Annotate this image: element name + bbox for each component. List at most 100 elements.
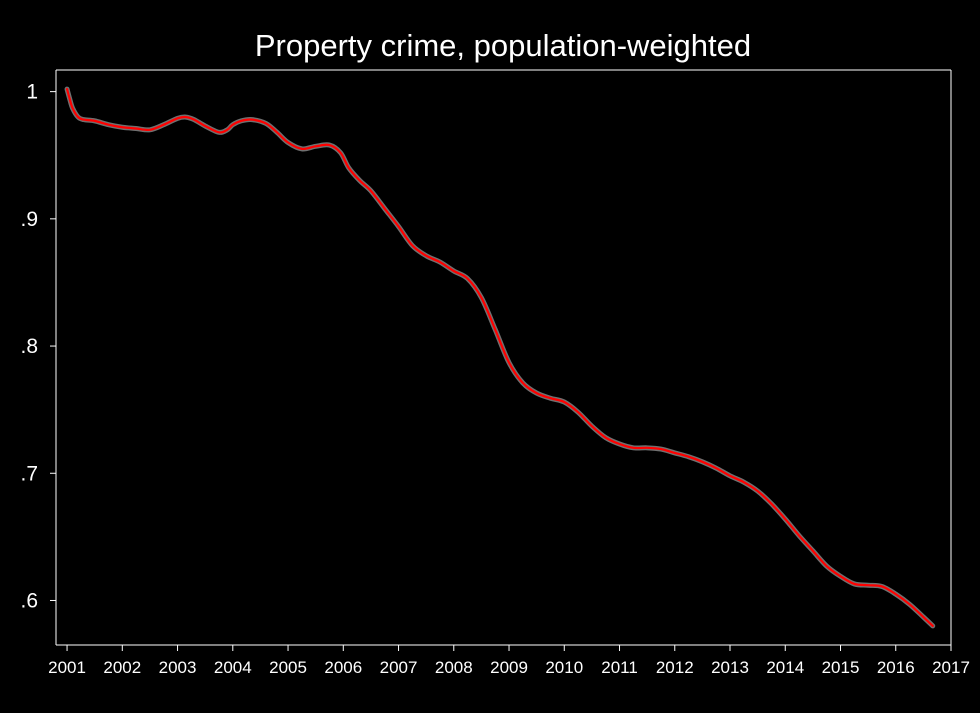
data-point: [240, 120, 242, 122]
data-point: [122, 126, 124, 128]
data-point: [108, 124, 110, 126]
data-point: [619, 443, 621, 445]
x-tick-label: 2009: [490, 658, 528, 677]
data-point: [522, 382, 524, 384]
x-tick-label: 2011: [601, 658, 638, 677]
data-point: [425, 255, 427, 257]
data-point: [83, 119, 85, 121]
data-point: [633, 447, 635, 449]
data-point: [251, 119, 253, 121]
x-tick-label: 2002: [103, 658, 141, 677]
data-point: [536, 392, 538, 394]
data-point: [359, 180, 361, 182]
data-point: [398, 226, 400, 228]
x-tick-label: 2014: [766, 658, 804, 677]
data-point: [508, 362, 510, 364]
data-point: [702, 461, 704, 463]
x-tick-label: 2003: [159, 658, 197, 677]
data-point: [348, 167, 350, 169]
data-point: [315, 146, 317, 148]
data-point: [467, 278, 469, 280]
data-point: [218, 132, 220, 134]
data-point: [69, 98, 71, 100]
data-point: [265, 123, 267, 125]
data-point: [771, 503, 773, 505]
data-point: [77, 116, 79, 118]
data-point: [660, 448, 662, 450]
data-point: [94, 120, 96, 122]
data-point: [384, 208, 386, 210]
data-point: [881, 586, 883, 588]
data-point: [563, 401, 565, 403]
data-point: [481, 297, 483, 299]
data-point: [591, 425, 593, 427]
data-point: [453, 270, 455, 272]
x-tick-label: 2007: [380, 658, 418, 677]
data-point: [204, 125, 206, 127]
x-tick-label: 2010: [545, 658, 583, 677]
x-tick-label: 2004: [214, 658, 252, 677]
data-point: [895, 593, 897, 595]
x-tick-label: 2015: [822, 658, 860, 677]
data-point: [729, 475, 731, 477]
data-point: [185, 116, 187, 118]
chart-title: Property crime, population-weighted: [255, 28, 751, 63]
data-point: [812, 550, 814, 552]
y-tick-label: .8: [20, 335, 38, 358]
data-point: [550, 397, 552, 399]
data-point: [287, 142, 289, 144]
data-point: [276, 132, 278, 134]
series-line: [65, 87, 934, 628]
data-point: [923, 616, 925, 618]
data-point: [135, 128, 137, 130]
data-point: [177, 118, 179, 120]
y-tick-label: .6: [20, 589, 38, 612]
data-point: [66, 88, 68, 90]
y-tick-label: 1: [26, 81, 38, 104]
x-tick-label: 2013: [711, 658, 749, 677]
data-point: [674, 452, 676, 454]
y-ticks: .6 .7 .8 .9 1: [20, 81, 56, 612]
data-point: [784, 518, 786, 520]
data-point: [909, 603, 911, 605]
data-point: [854, 583, 856, 585]
data-point: [193, 119, 195, 121]
data-point: [149, 129, 151, 131]
x-tick-label: 2005: [269, 658, 307, 677]
x-tick-label: 2001: [48, 658, 86, 677]
data-point: [743, 481, 745, 483]
series-layer: [64, 86, 936, 629]
data-point: [232, 124, 234, 126]
x-ticks: 2001 2002 2003 2004 2005 2006 2007 2008 2009 2010…: [48, 645, 970, 677]
axes: [55, 69, 952, 646]
data-point: [757, 490, 759, 492]
data-point: [439, 261, 441, 263]
data-point: [163, 124, 165, 126]
x-tick-label: 2012: [656, 658, 694, 677]
y-tick-label: .7: [20, 462, 38, 485]
x-tick-label: 2016: [877, 658, 915, 677]
data-point: [688, 456, 690, 458]
data-point: [715, 467, 717, 469]
data-point: [494, 329, 496, 331]
data-point: [370, 190, 372, 192]
data-point: [646, 447, 648, 449]
data-point: [577, 411, 579, 413]
data-point: [932, 625, 934, 627]
data-point: [301, 148, 303, 150]
data-point: [226, 129, 228, 131]
x-tick-label: 2008: [435, 658, 473, 677]
data-point: [329, 144, 331, 146]
data-point: [826, 565, 828, 567]
data-point: [867, 584, 869, 586]
data-point: [72, 107, 74, 109]
x-tick-label: 2006: [324, 658, 362, 677]
data-point: [605, 437, 607, 439]
y-tick-label: .9: [20, 208, 38, 231]
data-point: [412, 245, 414, 247]
x-tick-label: 2017: [932, 658, 970, 677]
data-point: [798, 535, 800, 537]
